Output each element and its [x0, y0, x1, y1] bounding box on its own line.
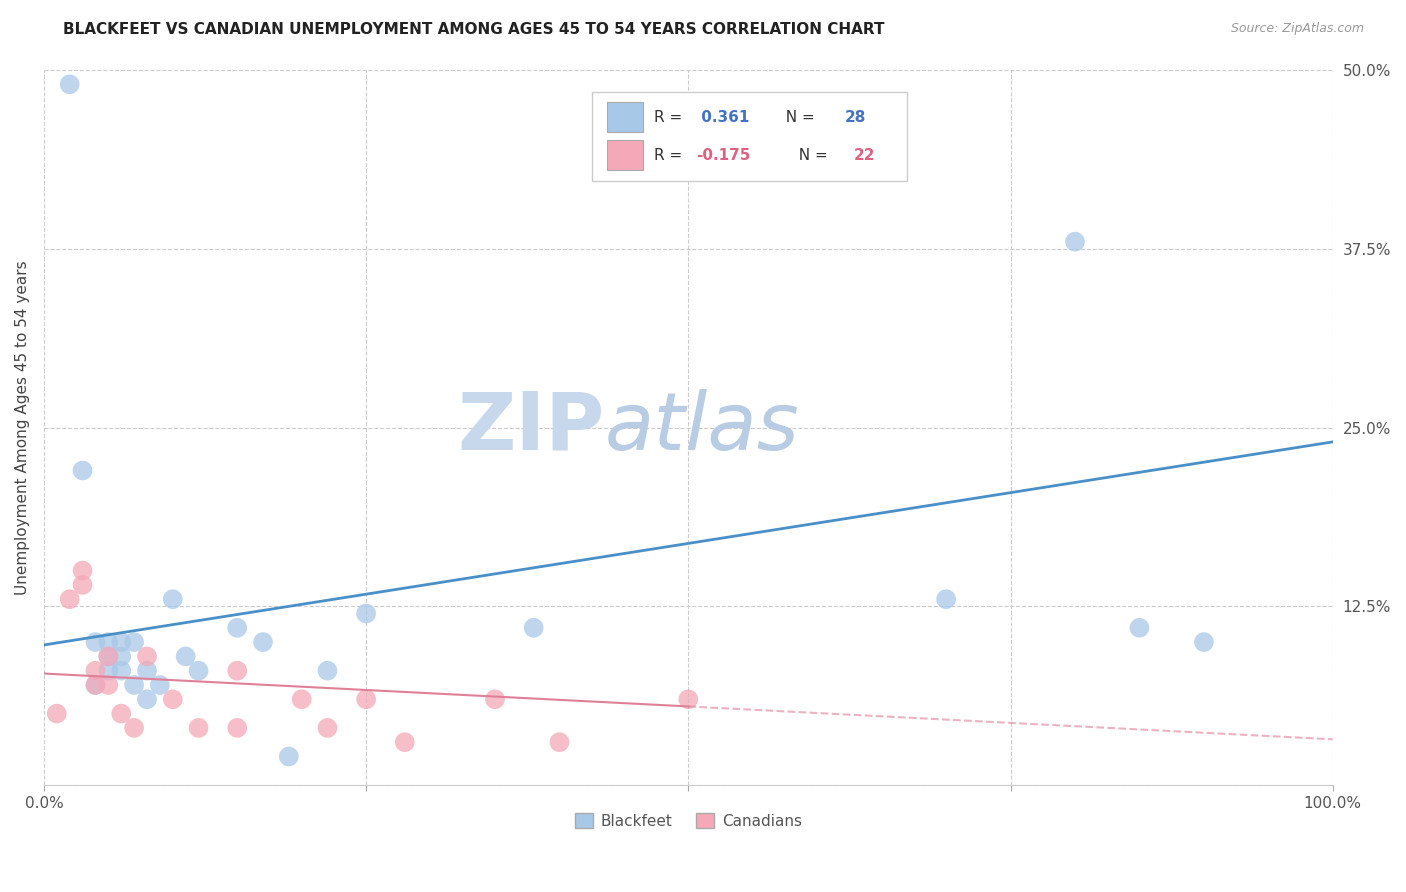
- Point: [316, 721, 339, 735]
- Point: [523, 621, 546, 635]
- Point: [59, 592, 82, 607]
- Point: [162, 592, 184, 607]
- Text: atlas: atlas: [605, 389, 799, 467]
- Legend: Blackfeet, Canadians: Blackfeet, Canadians: [569, 806, 808, 835]
- Point: [97, 664, 120, 678]
- Point: [136, 664, 159, 678]
- Point: [187, 664, 209, 678]
- Point: [84, 678, 107, 692]
- Point: [97, 649, 120, 664]
- Point: [226, 621, 249, 635]
- Point: [122, 721, 145, 735]
- Text: ZIP: ZIP: [457, 389, 605, 467]
- Bar: [607, 140, 643, 170]
- Point: [84, 664, 107, 678]
- Text: -0.175: -0.175: [696, 148, 751, 162]
- Text: Source: ZipAtlas.com: Source: ZipAtlas.com: [1230, 22, 1364, 36]
- Point: [277, 749, 299, 764]
- Point: [316, 664, 339, 678]
- Point: [354, 692, 377, 706]
- FancyBboxPatch shape: [592, 92, 907, 181]
- Text: R =: R =: [654, 110, 686, 125]
- Point: [97, 678, 120, 692]
- Point: [1064, 235, 1087, 249]
- Point: [354, 607, 377, 621]
- Point: [394, 735, 416, 749]
- Point: [678, 692, 700, 706]
- Point: [122, 635, 145, 649]
- Point: [136, 649, 159, 664]
- Text: 28: 28: [844, 110, 866, 125]
- Point: [45, 706, 67, 721]
- Point: [226, 664, 249, 678]
- Point: [291, 692, 314, 706]
- Point: [174, 649, 197, 664]
- Point: [149, 678, 172, 692]
- Y-axis label: Unemployment Among Ages 45 to 54 years: Unemployment Among Ages 45 to 54 years: [15, 260, 30, 595]
- Point: [187, 721, 209, 735]
- Text: N =: N =: [776, 110, 820, 125]
- Point: [97, 649, 120, 664]
- Point: [72, 463, 94, 477]
- Point: [1192, 635, 1215, 649]
- Point: [226, 721, 249, 735]
- Point: [110, 706, 132, 721]
- Point: [84, 635, 107, 649]
- Point: [548, 735, 571, 749]
- Point: [72, 564, 94, 578]
- Point: [935, 592, 957, 607]
- Point: [136, 692, 159, 706]
- Point: [59, 78, 82, 92]
- Bar: [607, 103, 643, 132]
- Point: [84, 678, 107, 692]
- Point: [162, 692, 184, 706]
- Text: 0.361: 0.361: [696, 110, 749, 125]
- Text: N =: N =: [789, 148, 832, 162]
- Point: [110, 635, 132, 649]
- Point: [252, 635, 274, 649]
- Point: [1128, 621, 1150, 635]
- Point: [110, 664, 132, 678]
- Text: 22: 22: [853, 148, 875, 162]
- Text: BLACKFEET VS CANADIAN UNEMPLOYMENT AMONG AGES 45 TO 54 YEARS CORRELATION CHART: BLACKFEET VS CANADIAN UNEMPLOYMENT AMONG…: [63, 22, 884, 37]
- Point: [122, 678, 145, 692]
- Point: [484, 692, 506, 706]
- Point: [110, 649, 132, 664]
- Text: R =: R =: [654, 148, 686, 162]
- Point: [72, 578, 94, 592]
- Point: [97, 635, 120, 649]
